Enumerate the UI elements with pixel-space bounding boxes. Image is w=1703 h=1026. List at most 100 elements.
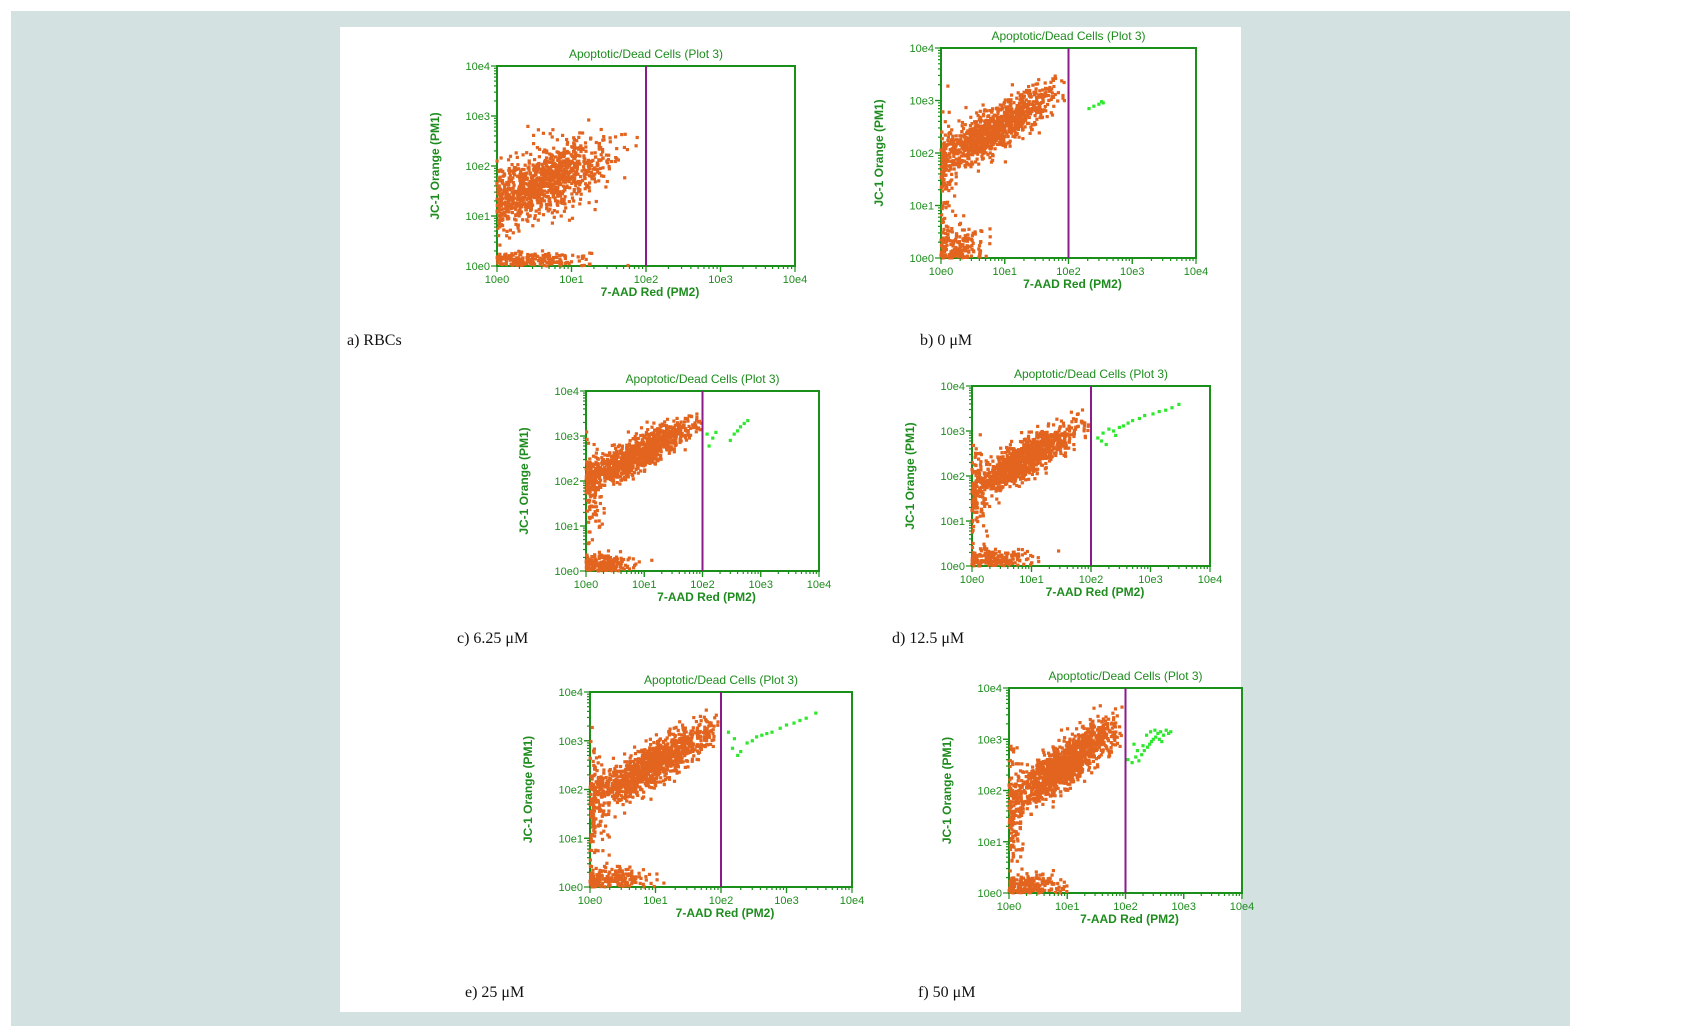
data-point: [590, 478, 594, 482]
data-point: [966, 233, 970, 237]
data-point: [1047, 89, 1051, 93]
data-point: [635, 135, 639, 140]
data-point: [643, 456, 647, 461]
data-point: [693, 421, 697, 425]
data-point: [540, 171, 544, 176]
data-point: [1002, 461, 1006, 465]
data-point: [1024, 444, 1028, 448]
data-point: [514, 256, 519, 260]
data-point: [614, 135, 618, 139]
data-point: [980, 128, 984, 132]
data-point: [995, 129, 999, 133]
data-point: [1005, 482, 1009, 486]
data-point: [597, 564, 601, 568]
data-point: [658, 423, 662, 427]
data-point: [628, 439, 632, 443]
data-point: [1043, 81, 1047, 85]
data-point: [505, 196, 509, 201]
data-point: [1014, 474, 1018, 479]
data-point: [612, 443, 616, 447]
data-point: [555, 210, 559, 214]
data-point: [667, 433, 671, 437]
y-axis-label: JC-1 Orange (PM1): [428, 112, 442, 219]
data-point: [548, 170, 552, 174]
data-point: [505, 229, 509, 233]
data-point: [979, 240, 983, 244]
data-point: [615, 157, 619, 161]
data-point: [496, 186, 501, 190]
data-point: [530, 195, 535, 199]
data-point: [1018, 116, 1022, 120]
data-point: [596, 170, 600, 174]
data-point: [1026, 111, 1031, 115]
data-point: [674, 437, 678, 441]
data-point: [497, 224, 502, 228]
data-point: [587, 557, 591, 561]
data-point: [526, 124, 530, 128]
data-point: [989, 143, 993, 147]
data-point: [536, 259, 541, 263]
data-point: [585, 483, 589, 487]
data-point: [625, 448, 629, 452]
data-point: [597, 477, 602, 481]
data-point: [980, 154, 984, 158]
data-point: [590, 555, 594, 559]
data-point: [986, 153, 990, 157]
data-point: [965, 137, 969, 142]
data-point: [1005, 445, 1009, 450]
data-point: [532, 180, 536, 184]
data-point: [591, 512, 595, 516]
data-point: [644, 430, 648, 435]
data-point: [991, 459, 995, 463]
data-point: [507, 193, 511, 197]
data-point: [943, 133, 947, 137]
data-point: [575, 146, 579, 150]
data-point: [529, 197, 533, 201]
data-point: [1006, 106, 1010, 110]
data-point: [508, 179, 512, 184]
data-point: [634, 144, 638, 148]
data-point: [964, 236, 968, 240]
data-point: [940, 137, 944, 141]
data-point: [497, 256, 501, 260]
data-point: [1039, 439, 1043, 443]
data-point: [976, 114, 980, 118]
data-point: [676, 421, 680, 425]
data-point: [630, 446, 634, 451]
data-point: [559, 200, 563, 204]
data-point: [1043, 453, 1048, 457]
data-point: [958, 235, 962, 239]
data-point: [1030, 122, 1034, 127]
data-point: [987, 132, 991, 136]
data-point: [974, 149, 978, 153]
data-point: [576, 180, 580, 184]
data-point: [581, 147, 585, 152]
data-point: [549, 179, 553, 183]
data-point: [1024, 456, 1028, 460]
data-point: [1083, 434, 1087, 438]
data-point: [1009, 104, 1013, 108]
data-point: [514, 207, 518, 211]
data-point: [1054, 447, 1058, 451]
data-point: [541, 197, 545, 201]
data-point: [654, 440, 658, 444]
data-point: [593, 151, 597, 155]
data-point: [685, 417, 690, 421]
data-point: [541, 253, 545, 258]
data-point: [636, 471, 640, 475]
data-point: [495, 210, 499, 214]
data-point: [1008, 110, 1012, 114]
data-point: [1011, 463, 1015, 467]
data-point: [632, 459, 636, 463]
data-point: [558, 162, 562, 166]
data-point: [497, 210, 501, 214]
data-point: [1044, 87, 1048, 91]
data-point: [1021, 127, 1025, 131]
data-point: [622, 458, 627, 462]
data-point: [510, 263, 514, 267]
data-point: [519, 199, 523, 203]
data-point: [533, 158, 537, 162]
data-point: [543, 168, 547, 172]
data-point: [1012, 482, 1016, 486]
data-point: [1033, 462, 1037, 466]
